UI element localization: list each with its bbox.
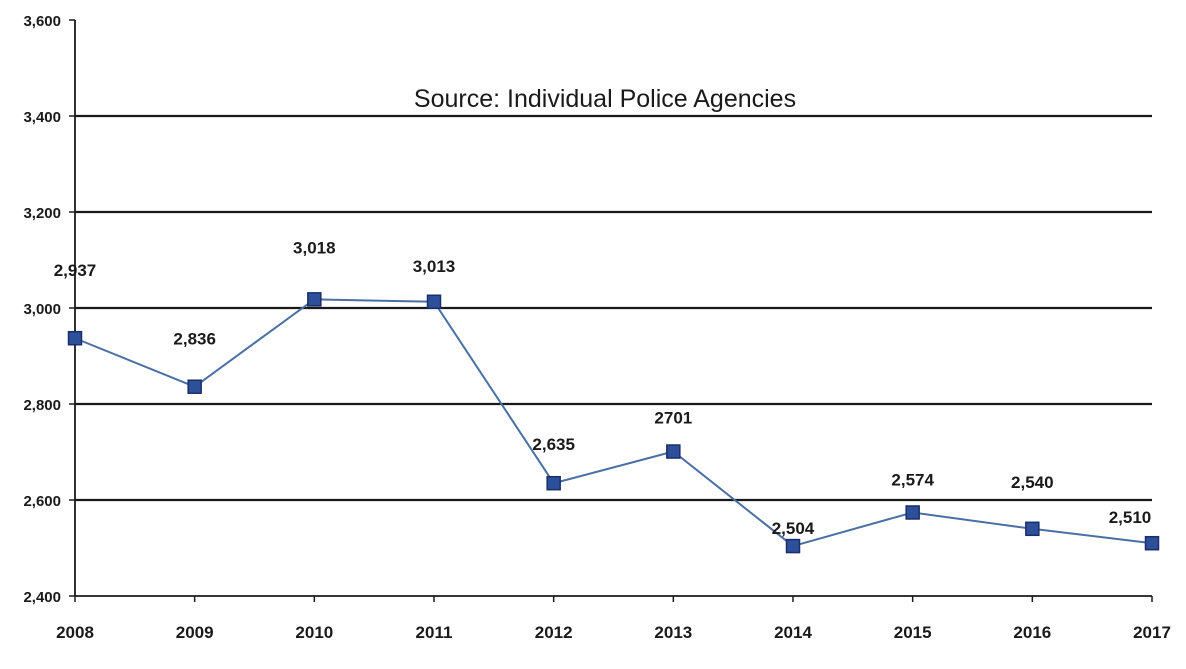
data-label: 2,504	[772, 519, 815, 538]
x-tick-label: 2014	[774, 623, 812, 642]
y-tick-label: 2,600	[23, 493, 61, 510]
y-tick-label: 3,000	[23, 301, 61, 318]
data-point-marker	[666, 444, 681, 459]
x-tick-label: 2016	[1013, 623, 1051, 642]
y-tick-label: 3,200	[23, 205, 61, 222]
data-point-marker	[785, 538, 801, 554]
y-tick-label: 2,800	[23, 397, 61, 414]
data-label: 2,635	[532, 435, 575, 454]
data-point-marker	[67, 330, 83, 346]
data-label: 2,937	[54, 261, 97, 280]
data-point-marker	[546, 475, 561, 491]
data-point-marker	[905, 505, 920, 520]
data-label: 2,540	[1011, 473, 1054, 492]
data-label: 2,574	[891, 470, 934, 489]
series-markers	[67, 292, 1160, 554]
x-tick-label: 2009	[176, 623, 214, 642]
data-point-marker	[1025, 521, 1040, 537]
series-line-path	[74, 298, 1153, 548]
x-tick-label: 2011	[416, 623, 453, 642]
data-label: 3,018	[293, 238, 336, 257]
gridlines	[75, 114, 1152, 502]
x-tick-label: 2010	[295, 623, 333, 642]
x-tick-label: 2008	[56, 623, 94, 642]
data-label: 3,013	[413, 257, 456, 276]
x-tick-label: 2017	[1133, 623, 1171, 642]
y-axis-ticks: 2,400 2,600 2,800 3,000 3,200 3,400 3,600	[23, 13, 61, 606]
y-tick-label: 2,400	[23, 589, 61, 606]
data-point-marker	[307, 292, 322, 307]
x-tick-label: 2012	[535, 623, 573, 642]
x-tick-label: 2013	[654, 623, 692, 642]
data-label: 2,836	[173, 330, 216, 349]
data-point-marker	[1144, 535, 1160, 551]
data-labels: 2,937 2,836 3,018 3,013 2,635 2701 2,504 2,574 2…	[54, 238, 1152, 538]
source-annotation: Source: Individual Police Agencies	[414, 85, 796, 113]
series-line	[74, 298, 1153, 548]
x-axis-ticks: 2008 2009 2010 2011 2012 2013 2014 2015 2016 2017	[56, 623, 1171, 642]
y-tick-label: 3,400	[23, 109, 61, 126]
data-label: 2,510	[1109, 508, 1152, 527]
x-tick-label: 2015	[894, 623, 932, 642]
y-tick-label: 3,600	[23, 13, 61, 30]
axes	[69, 19, 1153, 602]
data-point-marker	[187, 379, 202, 394]
data-label: 2701	[654, 409, 692, 428]
data-point-marker	[426, 294, 442, 310]
